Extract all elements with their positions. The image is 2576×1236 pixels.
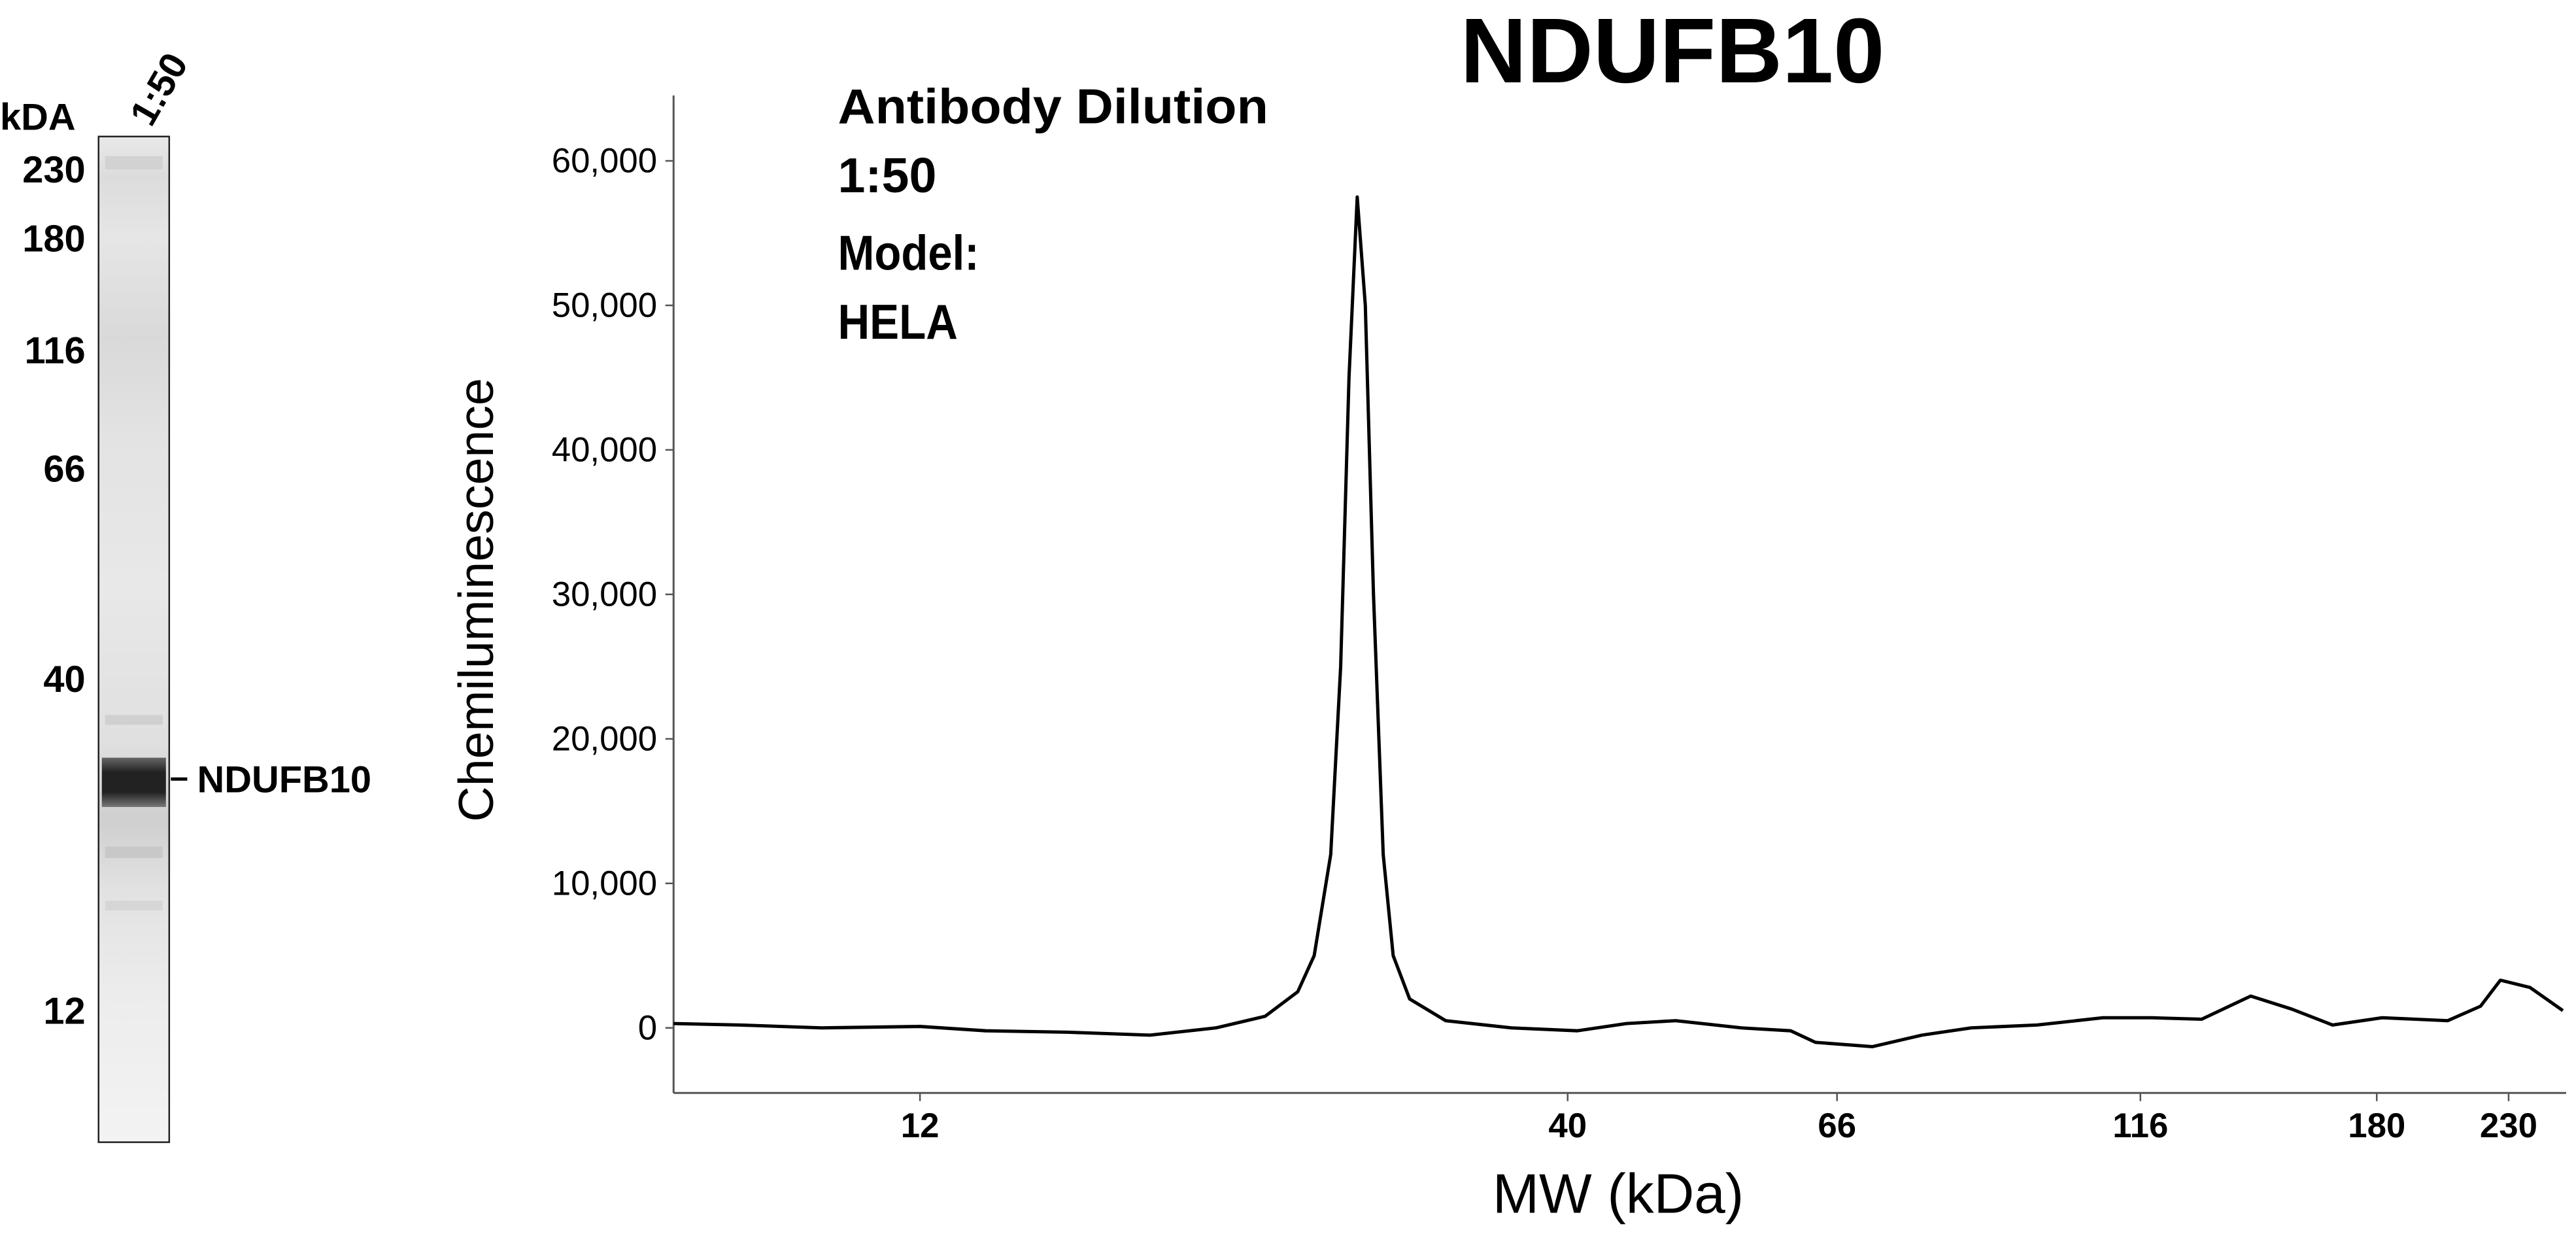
y-axis-label: Chemiluminescence [449, 378, 503, 822]
y-tick-label: 50,000 [552, 286, 657, 325]
x-tick-label: 230 [2480, 1107, 2537, 1145]
annotation: Antibody Dilution [838, 79, 1268, 134]
x-axis-label: MW (kDa) [1493, 1163, 1744, 1226]
y-tick-label: 10,000 [552, 864, 657, 902]
marker-label: 66 [43, 448, 85, 490]
blot-lane [97, 135, 171, 1143]
lane-label: 1:50 [122, 46, 196, 133]
y-tick-label: 0 [638, 1008, 657, 1047]
x-tick-label: 116 [2112, 1107, 2168, 1145]
marker-label: 180 [22, 218, 85, 260]
y-tick-label: 20,000 [552, 719, 657, 758]
blot-band [101, 757, 166, 807]
blot-faint-band [105, 846, 163, 858]
blot-faint-band [105, 156, 163, 170]
x-tick-label: 12 [901, 1107, 940, 1145]
annotation: HELA [838, 294, 958, 349]
band-label: NDUFB10 [197, 759, 371, 800]
y-tick-label: 30,000 [552, 575, 657, 613]
x-tick-label: 66 [1818, 1107, 1856, 1145]
x-tick-label: 180 [2348, 1107, 2405, 1145]
marker-label: 116 [24, 330, 85, 372]
chart-title: NDUFB10 [1461, 0, 1885, 102]
x-tick-label: 40 [1548, 1107, 1587, 1145]
blot-faint-band [105, 901, 163, 911]
annotation: 1:50 [838, 148, 937, 203]
data-line [673, 195, 2564, 1049]
marker-label: 12 [43, 991, 85, 1033]
annotation: Model: [838, 225, 979, 280]
y-tick-label: 60,000 [552, 142, 657, 180]
y-tick-label: 40,000 [552, 431, 657, 470]
marker-label: 230 [22, 149, 85, 191]
marker-label: 40 [43, 659, 85, 700]
blot-header: kDA [0, 97, 76, 139]
blot-faint-band [105, 715, 163, 725]
blot: kDA 1:50 NDUFB10 [0, 46, 371, 1143]
